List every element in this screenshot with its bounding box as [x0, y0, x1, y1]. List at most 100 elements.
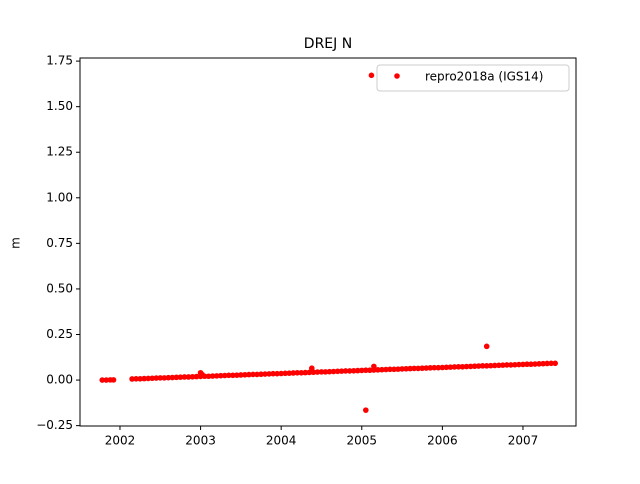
y-tick-label: 1.75 — [46, 54, 73, 68]
point — [149, 375, 156, 382]
point — [217, 372, 224, 379]
point — [270, 370, 276, 377]
point — [342, 368, 349, 374]
point — [185, 374, 192, 380]
chart-title: DREJ N — [304, 36, 352, 52]
point — [524, 361, 530, 368]
point — [358, 367, 365, 374]
point — [306, 369, 313, 376]
point — [334, 368, 341, 375]
point — [103, 377, 110, 383]
point — [230, 372, 236, 379]
point — [423, 365, 430, 371]
point — [387, 366, 393, 373]
point — [254, 371, 260, 378]
point — [314, 369, 321, 375]
point — [367, 367, 373, 374]
point — [532, 361, 538, 367]
point — [177, 374, 184, 380]
point — [471, 363, 478, 370]
point — [157, 375, 164, 381]
legend-box — [376, 64, 570, 92]
point — [133, 375, 139, 382]
point — [302, 369, 309, 376]
y-tick-label: 1.50 — [46, 99, 73, 113]
point — [552, 360, 559, 367]
point — [536, 361, 542, 367]
point — [318, 369, 325, 375]
x-tick-label: 2003 — [185, 434, 216, 448]
point — [99, 377, 106, 383]
point — [242, 371, 248, 378]
point — [483, 363, 490, 369]
point — [415, 365, 421, 372]
point — [467, 363, 474, 370]
point — [278, 370, 284, 377]
x-tick-label: 2006 — [427, 434, 458, 448]
point — [225, 372, 232, 379]
y-tick-label: 1.25 — [46, 145, 73, 159]
point — [463, 363, 470, 370]
point — [250, 371, 256, 378]
point — [371, 363, 377, 370]
point — [427, 365, 434, 371]
point — [363, 407, 369, 413]
point — [399, 366, 405, 372]
point — [520, 361, 526, 368]
point — [173, 374, 180, 381]
point — [221, 372, 228, 379]
point — [286, 370, 293, 376]
point — [487, 362, 494, 369]
point — [491, 362, 498, 369]
point — [346, 368, 353, 374]
x-tick-label: 2007 — [508, 434, 539, 448]
point — [354, 367, 361, 374]
legend-marker — [394, 73, 400, 79]
point — [338, 368, 345, 374]
x-tick-label: 2005 — [346, 434, 377, 448]
point — [508, 362, 514, 368]
point — [363, 367, 369, 374]
point — [512, 361, 518, 368]
point — [326, 368, 333, 375]
point — [495, 362, 502, 369]
point — [238, 372, 244, 378]
y-tick-label: −0.25 — [36, 418, 73, 432]
point — [110, 377, 117, 383]
point — [375, 367, 381, 373]
point — [475, 363, 482, 369]
point — [407, 365, 413, 372]
point — [411, 365, 417, 372]
point — [435, 364, 442, 371]
point — [141, 375, 147, 382]
point — [213, 373, 220, 379]
point — [246, 371, 252, 378]
point — [209, 373, 216, 379]
point — [451, 364, 458, 370]
plot-frame — [79, 57, 577, 427]
point — [391, 366, 397, 373]
point — [483, 343, 490, 350]
y-tick-label: 0.25 — [46, 327, 73, 341]
point — [383, 366, 389, 373]
point — [298, 369, 305, 376]
point — [234, 372, 240, 378]
point — [165, 374, 172, 381]
point — [274, 370, 280, 377]
point — [322, 369, 329, 375]
point — [205, 373, 212, 380]
point — [153, 375, 160, 381]
point — [548, 360, 554, 367]
y-tick-label: 0.75 — [46, 236, 73, 250]
point — [308, 365, 315, 372]
point — [290, 370, 297, 376]
point — [181, 374, 188, 380]
point — [379, 366, 385, 373]
point — [129, 376, 135, 382]
point — [500, 362, 506, 368]
point — [504, 362, 510, 368]
point — [350, 367, 357, 374]
point — [145, 375, 151, 382]
legend-label: repro2018a (IGS14) — [425, 70, 543, 84]
